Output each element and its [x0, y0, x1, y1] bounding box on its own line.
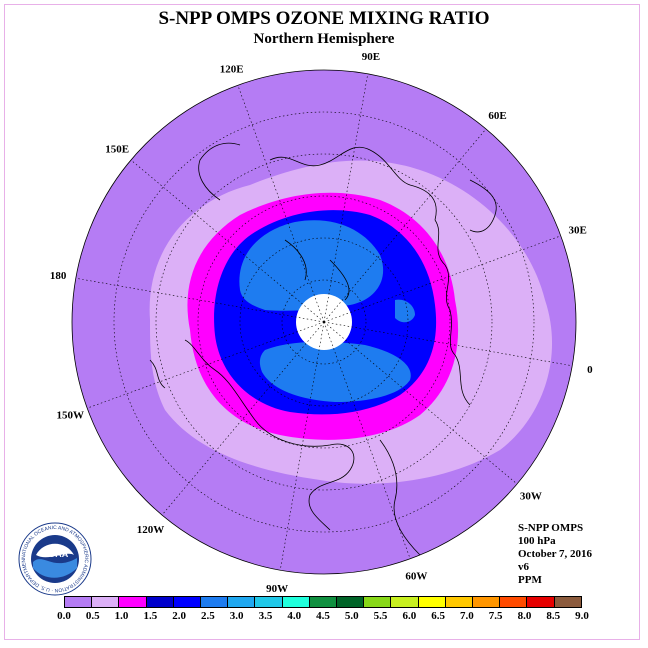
colorbar-tick-label: 0.5: [85, 610, 100, 622]
longitude-label: 30E: [569, 225, 587, 237]
map-title: S-NPP OMPS OZONE MIXING RATIO: [158, 8, 490, 29]
longitude-label: 150E: [105, 143, 129, 155]
colorbar: [64, 596, 582, 608]
colorbar-segment: [445, 597, 474, 607]
longitude-label: 120W: [137, 524, 165, 536]
colorbar-segment: [228, 597, 256, 607]
info-level: 100 hPa: [518, 535, 556, 547]
colorbar-segment: [309, 597, 338, 607]
colorbar-tick-label: 5.5: [373, 610, 388, 622]
info-date: October 7, 2016: [518, 548, 593, 560]
noaa-logo: NATIONAL OCEANIC AND ATMOSPHERIC ADMINIS…: [16, 518, 92, 596]
longitude-label: 120E: [220, 63, 244, 75]
colorbar-tick-label: 1.5: [143, 610, 158, 622]
colorbar-segment: [364, 597, 392, 607]
longitude-labels: 90E 60E 30E 0 30W 60W 90W 120W 150W 180 150E 120E: [50, 51, 593, 595]
longitude-label: 60E: [488, 110, 506, 122]
colorbar-tick-label: 1.0: [114, 610, 129, 622]
colorbar-tick-label: 7.5: [488, 610, 503, 622]
colorbar-tick-label: 3.5: [258, 610, 273, 622]
longitude-label: 0: [587, 364, 593, 376]
colorbar-tick-label: 4.0: [287, 610, 302, 622]
colorbar-segment: [201, 597, 229, 607]
colorbar-tick-label: 8.0: [517, 610, 532, 622]
colorbar-tick-label: 7.0: [460, 610, 474, 622]
colorbar-segment: [255, 597, 283, 607]
ozone-band-2-5: [239, 220, 384, 311]
info-units: PPM: [518, 574, 542, 586]
longitude-label: 60W: [405, 571, 427, 583]
colorbar-tick-label: 9.0: [575, 610, 589, 622]
info-instrument: S-NPP OMPS: [518, 522, 584, 534]
logo-text: NOAA: [42, 549, 69, 559]
colorbar-tick-label: 5.0: [344, 610, 359, 622]
colorbar-tick-label: 8.5: [546, 610, 561, 622]
colorbar-tick-label: 6.0: [402, 610, 417, 622]
colorbar-segment: [500, 597, 528, 607]
colorbar-segment: [173, 597, 202, 607]
colorbar-tick-label: 4.5: [316, 610, 330, 622]
latitude-circles: [113, 111, 535, 533]
longitude-label: 90W: [266, 583, 288, 595]
longitude-label: 90E: [362, 51, 380, 63]
colorbar-segment: [418, 597, 446, 607]
longitude-label: 150W: [57, 409, 85, 421]
colorbar-ticks: 0.0 0.5 1.0 1.5 2.0 2.5 3.0 3.5 4.0 4.5 5.0 5.5 6.0 6…: [57, 610, 589, 624]
colorbar-segment: [65, 597, 93, 607]
colorbar-tick-label: 2.0: [172, 610, 186, 622]
colorbar-segment: [554, 597, 581, 607]
ozone-band-2-5c: [395, 299, 415, 323]
longitude-label: 30W: [520, 491, 542, 503]
colorbar-segment: [119, 597, 147, 607]
colorbar-tick-label: 0.0: [57, 610, 71, 622]
colorbar-tick-label: 6.5: [431, 610, 445, 622]
longitude-label: 180: [50, 270, 67, 282]
colorbar-segment: [282, 597, 310, 607]
colorbar-segment: [527, 597, 555, 607]
colorbar-segment: [146, 597, 174, 607]
colorbar-tick-label: 2.5: [201, 610, 215, 622]
colorbar-segment: [391, 597, 419, 607]
colorbar-tick-label: 3.0: [229, 610, 244, 622]
plot-frame: [4, 4, 640, 640]
colorbar-segment: [337, 597, 365, 607]
colorbar-segment: [92, 597, 120, 607]
map-subtitle: Northern Hemisphere: [253, 31, 395, 47]
coastlines: [149, 142, 497, 556]
info-version: v6: [518, 561, 529, 573]
colorbar-segment: [473, 597, 501, 607]
info-block: S-NPP OMPS 100 hPa October 7, 2016 v6 PP…: [518, 522, 592, 587]
ozone-band-2-5b: [259, 341, 411, 402]
